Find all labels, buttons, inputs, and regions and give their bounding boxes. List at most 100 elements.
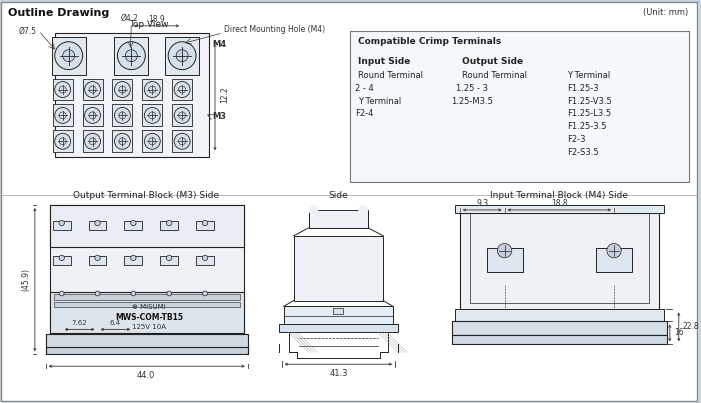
Bar — [142, 104, 162, 127]
Bar — [172, 79, 192, 100]
Circle shape — [60, 291, 64, 296]
Bar — [53, 221, 71, 230]
Bar — [161, 292, 177, 299]
Bar — [124, 221, 142, 230]
Circle shape — [144, 133, 161, 149]
Bar — [83, 79, 102, 100]
Bar — [197, 292, 213, 299]
Text: 2 - 4: 2 - 4 — [355, 83, 374, 93]
Circle shape — [85, 133, 100, 149]
Bar — [50, 292, 244, 333]
Text: 9.3: 9.3 — [476, 199, 489, 208]
Text: Ø4.2: Ø4.2 — [121, 14, 138, 23]
Circle shape — [358, 205, 368, 215]
Text: 18.8: 18.8 — [551, 199, 568, 208]
Text: Side: Side — [329, 191, 348, 200]
Bar — [455, 310, 664, 322]
Bar — [90, 292, 105, 299]
Circle shape — [174, 81, 190, 98]
Bar — [53, 256, 71, 265]
Text: ⊕ MiSUMi: ⊕ MiSUMi — [132, 305, 166, 310]
Bar — [83, 130, 102, 152]
Circle shape — [174, 108, 190, 123]
Text: F1.25-V3.5: F1.25-V3.5 — [567, 96, 612, 106]
Bar — [294, 236, 383, 301]
Bar — [88, 221, 107, 230]
Text: MWS-COM-TB15: MWS-COM-TB15 — [115, 313, 183, 322]
Text: M3: M3 — [212, 112, 226, 121]
Text: 6.4: 6.4 — [110, 320, 121, 326]
Bar — [165, 37, 199, 75]
Circle shape — [203, 291, 207, 296]
Circle shape — [125, 50, 137, 62]
Bar — [172, 104, 192, 127]
Bar — [53, 130, 73, 152]
Text: F1.25-3.5: F1.25-3.5 — [567, 123, 607, 131]
Bar — [112, 79, 132, 100]
Bar — [350, 31, 688, 182]
Bar — [161, 256, 178, 265]
Bar — [279, 324, 398, 332]
Bar — [53, 104, 73, 127]
Circle shape — [168, 42, 196, 70]
Circle shape — [55, 133, 71, 149]
Bar — [455, 205, 664, 213]
Bar — [142, 79, 162, 100]
Bar — [196, 256, 214, 265]
Bar — [54, 293, 240, 299]
Bar — [52, 37, 86, 75]
Bar — [88, 256, 107, 265]
Text: 12.2: 12.2 — [220, 86, 229, 103]
Text: 125V 10A: 125V 10A — [132, 324, 166, 330]
Circle shape — [55, 108, 71, 123]
Text: F2-3: F2-3 — [567, 135, 586, 144]
Bar — [83, 104, 102, 127]
Text: F2-4: F2-4 — [355, 110, 374, 118]
Text: 7.62: 7.62 — [72, 320, 88, 326]
Circle shape — [55, 42, 83, 70]
Bar — [470, 213, 649, 303]
Circle shape — [59, 255, 64, 261]
Bar — [112, 130, 132, 152]
Bar — [284, 307, 393, 324]
Text: F2-S3.5: F2-S3.5 — [567, 148, 599, 157]
Text: Compatible Crimp Terminals: Compatible Crimp Terminals — [358, 37, 501, 46]
Text: Output Terminal Block (M3) Side: Output Terminal Block (M3) Side — [73, 191, 219, 200]
Text: Ø7.5: Ø7.5 — [19, 26, 37, 35]
Circle shape — [130, 220, 136, 226]
Text: Y Terminal: Y Terminal — [358, 96, 402, 106]
Circle shape — [55, 81, 71, 98]
Circle shape — [59, 220, 64, 226]
Circle shape — [95, 255, 100, 261]
Text: 16: 16 — [674, 328, 683, 337]
Text: Outline Drawing: Outline Drawing — [8, 8, 109, 18]
Text: 1.25 - 3: 1.25 - 3 — [456, 83, 488, 93]
Circle shape — [144, 108, 161, 123]
Bar — [334, 308, 343, 314]
Circle shape — [85, 108, 100, 123]
Bar — [54, 301, 240, 307]
Bar — [596, 248, 632, 272]
Text: 18.9: 18.9 — [149, 15, 165, 24]
Circle shape — [114, 108, 130, 123]
Text: Top View: Top View — [130, 20, 169, 29]
Circle shape — [118, 42, 145, 70]
Bar — [125, 292, 142, 299]
Text: 44.0: 44.0 — [137, 371, 156, 380]
Circle shape — [62, 50, 74, 62]
Text: Input Side: Input Side — [358, 57, 411, 66]
Text: Direct Mounting Hole (M4): Direct Mounting Hole (M4) — [224, 25, 325, 34]
Bar — [161, 221, 178, 230]
Circle shape — [85, 81, 100, 98]
Text: F1.25-3: F1.25-3 — [567, 83, 599, 93]
Text: Output Side: Output Side — [462, 57, 523, 66]
Bar — [486, 248, 522, 272]
Text: Input Terminal Block (M4) Side: Input Terminal Block (M4) Side — [490, 191, 628, 200]
Circle shape — [167, 220, 172, 226]
Bar — [46, 334, 248, 349]
Text: 1.25-M3.5: 1.25-M3.5 — [451, 96, 493, 106]
Bar — [53, 79, 73, 100]
Text: Y Terminal: Y Terminal — [567, 71, 611, 80]
Circle shape — [114, 133, 130, 149]
Circle shape — [95, 220, 100, 226]
